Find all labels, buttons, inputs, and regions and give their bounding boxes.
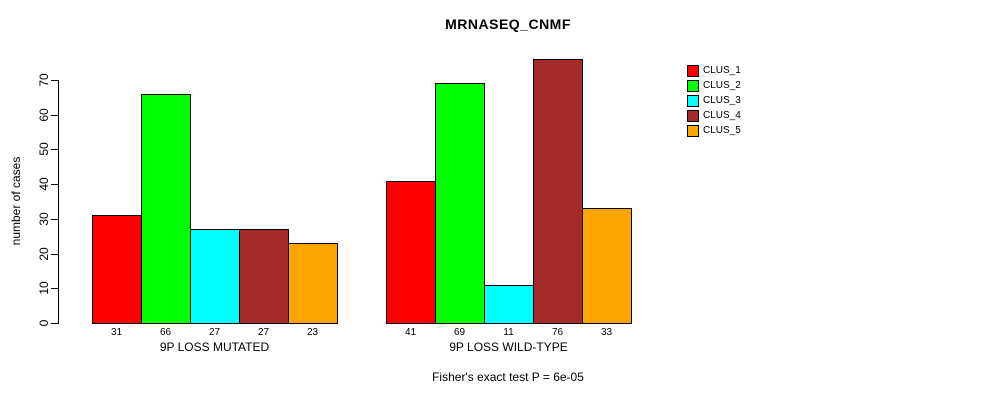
- bar-value-label: 76: [551, 327, 564, 338]
- legend-swatch-clus_3: [687, 95, 699, 107]
- legend-label-clus_3: CLUS_3: [703, 95, 741, 106]
- legend-label-clus_4: CLUS_4: [703, 110, 741, 121]
- y-axis-tick: [51, 80, 58, 81]
- legend-swatch-clus_1: [687, 65, 699, 77]
- y-axis-tick-label: 40: [37, 177, 51, 191]
- bar-value-label: 69: [453, 327, 466, 338]
- x-axis-group-label: 9P LOSS MUTATED: [159, 340, 270, 354]
- bar-value-label: 41: [404, 327, 417, 338]
- y-axis-tick-label: 70: [37, 73, 51, 87]
- y-axis-line: [58, 80, 59, 324]
- legend-swatch-clus_4: [687, 110, 699, 122]
- bar-value-label: 66: [159, 327, 172, 338]
- y-axis-tick: [51, 218, 58, 220]
- y-axis-tick: [51, 114, 58, 116]
- bar-clus_2: [141, 93, 191, 324]
- bar-clus_5: [582, 208, 632, 324]
- legend-label-clus_2: CLUS_2: [703, 80, 741, 91]
- y-axis-tick: [51, 184, 58, 186]
- bar-clus_3: [484, 284, 534, 324]
- y-axis-tick-label: 50: [37, 142, 51, 157]
- bar-value-label: 27: [257, 327, 270, 338]
- y-axis-tick-label: 20: [37, 246, 51, 261]
- bar-clus_4: [533, 59, 583, 324]
- chart-title: MRNASEQ_CNMF: [445, 16, 571, 32]
- bar-clus_5: [288, 243, 338, 324]
- y-axis-tick-label: 0: [37, 319, 51, 327]
- bar-clus_1: [92, 215, 142, 324]
- legend-label-clus_1: CLUS_1: [703, 65, 741, 76]
- legend-swatch-clus_2: [687, 80, 699, 92]
- bar-value-label: 11: [503, 327, 514, 338]
- bar-value-label: 31: [110, 327, 123, 338]
- bar-clus_3: [190, 229, 240, 324]
- bar-clus_4: [239, 229, 289, 324]
- y-axis-tick: [51, 323, 58, 324]
- x-axis-group-label: 9P LOSS WILD-TYPE: [449, 340, 568, 354]
- y-axis-tick: [51, 149, 58, 151]
- y-axis-tick-label: 30: [37, 212, 51, 226]
- bar-clus_1: [386, 180, 436, 324]
- legend-label-clus_5: CLUS_5: [703, 125, 741, 136]
- y-axis-title: number of cases: [9, 156, 23, 246]
- bar-value-label: 33: [600, 327, 613, 338]
- y-axis-tick-label: 60: [37, 108, 51, 122]
- y-axis-tick-label: 10: [37, 281, 51, 295]
- bar-value-label: 23: [306, 327, 319, 338]
- annotation-text: Fisher's exact test P = 6e-05: [432, 370, 584, 384]
- bar-value-label: 27: [208, 327, 221, 338]
- legend-swatch-clus_5: [687, 125, 699, 137]
- bar-clus_2: [435, 83, 485, 324]
- y-axis-tick: [51, 253, 58, 255]
- y-axis-tick: [51, 288, 58, 290]
